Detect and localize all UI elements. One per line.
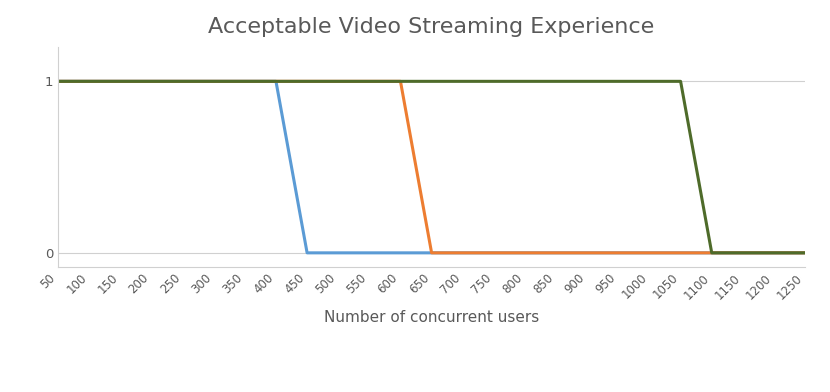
2 WFEs: [396, 79, 406, 84]
2 WFEs: [53, 79, 63, 84]
1 WFE: [271, 79, 281, 84]
X-axis label: Number of concurrent users: Number of concurrent users: [324, 310, 540, 325]
Line: 1 WFE: 1 WFE: [58, 82, 805, 253]
1 WFE: [800, 250, 810, 255]
3 WFEs: [676, 79, 686, 84]
2 WFEs: [427, 250, 437, 255]
2 WFEs: [800, 250, 810, 255]
Line: 2 WFEs: 2 WFEs: [58, 82, 805, 253]
3 WFEs: [53, 79, 63, 84]
3 WFEs: [707, 250, 717, 255]
Line: 3 WFEs: 3 WFEs: [58, 82, 805, 253]
3 WFEs: [800, 250, 810, 255]
Title: Acceptable Video Streaming Experience: Acceptable Video Streaming Experience: [208, 17, 655, 37]
1 WFE: [53, 79, 63, 84]
1 WFE: [302, 250, 312, 255]
